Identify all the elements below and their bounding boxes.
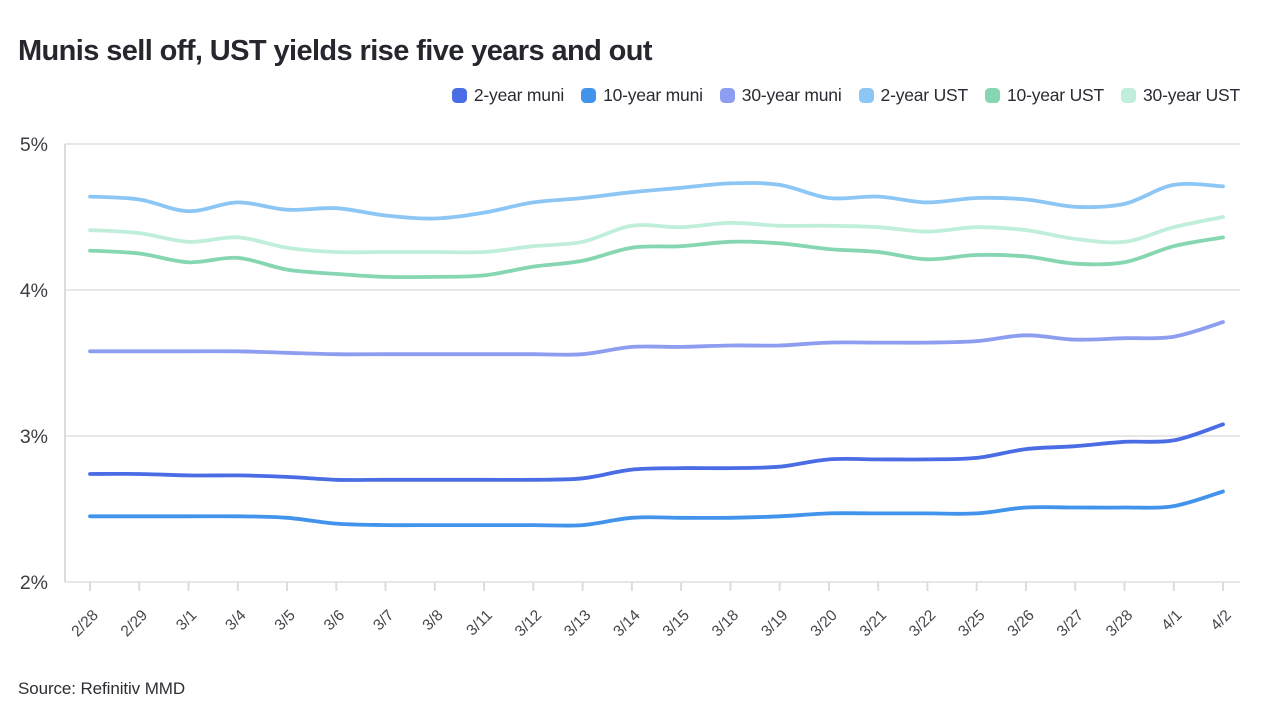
series-line-2-year-ust xyxy=(88,181,1225,221)
legend-label: 30-year muni xyxy=(741,85,842,105)
x-tick-label: 3/8 xyxy=(419,607,446,634)
x-tick-label: 3/11 xyxy=(463,607,496,640)
x-tick-label: 4/1 xyxy=(1158,607,1185,634)
series-line-10-year-muni xyxy=(88,489,1225,528)
legend-item-30-year-ust: 30-year UST xyxy=(1121,85,1240,106)
y-axis-label: 2% xyxy=(20,572,48,594)
legend-swatch-icon xyxy=(581,88,597,103)
legend-swatch-icon xyxy=(451,88,467,103)
x-tick-label: 2/28 xyxy=(68,607,101,640)
legend-item-30-year-muni: 30-year muni xyxy=(719,85,842,106)
legend-label: 30-year UST xyxy=(1143,85,1240,105)
page-title: Munis sell off, UST yields rise five yea… xyxy=(18,35,653,68)
x-tick-label: 3/27 xyxy=(1054,607,1087,640)
x-tick-label: 3/5 xyxy=(272,607,299,634)
x-tick-label: 3/13 xyxy=(561,607,594,640)
chart-legend: 2-year muni 10-year muni 30-year muni 2-… xyxy=(451,85,1240,106)
x-tick-label: 3/1 xyxy=(173,607,200,634)
x-tick-label: 3/15 xyxy=(660,607,693,640)
series-line-10-year-ust xyxy=(88,235,1225,280)
y-axis-label: 4% xyxy=(20,280,48,302)
legend-swatch-icon xyxy=(985,88,1000,103)
legend-label: 10-year muni xyxy=(603,85,703,105)
x-tick-label: 3/4 xyxy=(222,607,250,635)
x-tick-label: 3/22 xyxy=(906,607,939,640)
x-tick-label: 4/2 xyxy=(1208,607,1235,634)
yields-line-chart: 5% 4% 3% 2% 2/28 2/29 3/1 3/4 3/5 3/6 3/7 3/8 3/11 3/… xyxy=(20,134,1240,641)
legend-label: 2-year UST xyxy=(880,85,969,105)
source-attribution: Source: Refinitiv MMD xyxy=(18,679,185,698)
legend-item-2-year-muni: 2-year muni xyxy=(451,85,565,106)
legend-label: 2-year muni xyxy=(473,85,565,105)
x-tick-label: 3/28 xyxy=(1103,607,1136,640)
x-tick-label: 3/25 xyxy=(955,607,988,640)
y-axis-label: 5% xyxy=(20,134,48,156)
x-tick-label: 3/21 xyxy=(857,607,890,640)
x-tick-label: 3/19 xyxy=(758,607,791,640)
series-line-2-year-muni xyxy=(88,422,1225,482)
legend-item-2-year-ust: 2-year UST xyxy=(858,85,969,106)
legend-label: 10-year UST xyxy=(1007,85,1104,105)
legend-item-10-year-ust: 10-year UST xyxy=(985,85,1104,106)
legend-item-10-year-muni: 10-year muni xyxy=(581,85,703,106)
y-axis-label: 3% xyxy=(20,426,48,448)
x-tick-label: 3/20 xyxy=(807,607,841,641)
x-tick-label: 3/6 xyxy=(321,607,348,634)
x-tick-label: 2/29 xyxy=(118,607,151,640)
legend-swatch-icon xyxy=(858,88,874,103)
x-tick-label: 3/26 xyxy=(1004,607,1037,640)
x-tick-label: 3/7 xyxy=(370,607,397,634)
x-tick-label: 3/14 xyxy=(610,607,644,641)
series-line-30-year-muni xyxy=(88,320,1225,357)
series-line-30-year-ust xyxy=(88,215,1225,255)
legend-swatch-icon xyxy=(1121,88,1136,103)
x-tick-label: 3/18 xyxy=(709,607,742,640)
legend-swatch-icon xyxy=(719,88,735,103)
x-tick-label: 3/12 xyxy=(512,607,545,640)
